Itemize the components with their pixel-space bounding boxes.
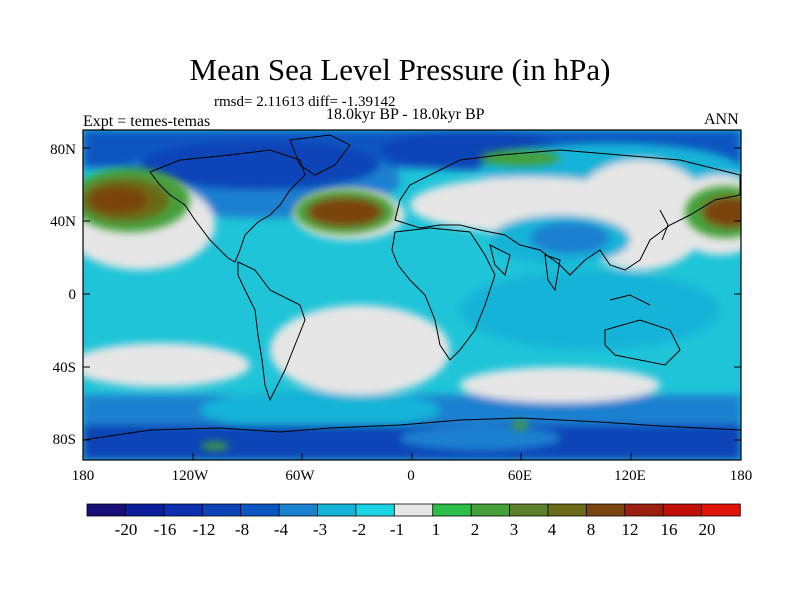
tibet-blue	[530, 222, 610, 254]
axis-ticks	[82, 147, 742, 460]
pressure-field	[83, 130, 741, 460]
s-atlantic-neutral	[270, 305, 450, 395]
colorbar-label: -16	[153, 520, 177, 539]
antarctic-mid	[400, 426, 560, 450]
lon-label: 120W	[171, 468, 209, 484]
colorbar-label: -12	[192, 520, 216, 539]
map-title: Mean Sea Level Pressure (in hPa)	[189, 52, 611, 87]
lon-label: 180	[71, 468, 95, 484]
lat-label: 80N	[50, 142, 76, 158]
antarctic-green-2	[201, 442, 229, 450]
colorbar-swatch	[432, 503, 472, 517]
colorbar-swatch	[86, 503, 127, 517]
east-pacific-high-core	[702, 196, 741, 228]
lat-label: 80S	[52, 432, 76, 448]
s-atlantic-cyan	[200, 390, 440, 430]
lon-label: 60W	[285, 468, 315, 484]
colorbar-label: 16	[660, 520, 678, 539]
colorbar-label: -2	[351, 520, 367, 539]
colorbar-swatch	[701, 503, 741, 517]
colorbar-label: -4	[273, 520, 289, 539]
stats-text: rmsd= 2.11613 diff= -1.39142	[214, 94, 396, 110]
lat-label: 40S	[52, 360, 76, 376]
coastlines	[83, 134, 741, 441]
season-label: ANN	[704, 111, 739, 128]
colorbar-label: -3	[312, 520, 328, 539]
period-text: 18.0kyr BP - 18.0kyr BP	[326, 106, 485, 123]
s-indian-neutral	[460, 367, 660, 403]
colorbar-label: -8	[234, 520, 250, 539]
experiment-label: Expt = temes-temas	[83, 113, 211, 130]
colorbar	[86, 503, 741, 517]
colorbar-swatch	[470, 503, 511, 517]
colorbar-swatch	[393, 503, 434, 517]
lat-label: 0	[68, 287, 77, 303]
arctic-green	[480, 150, 560, 166]
colorbar-label: 2	[470, 520, 480, 539]
colorbar-swatch	[317, 503, 357, 517]
colorbar-swatch	[662, 503, 703, 517]
atlantic-high-core	[307, 197, 383, 227]
lon-label: 120E	[614, 468, 646, 484]
colorbar-swatch	[547, 503, 588, 517]
canada-deep	[140, 140, 380, 190]
colorbar-swatch	[125, 503, 165, 517]
colorbar-label: 3	[509, 520, 519, 539]
colorbar-label: -20	[114, 520, 138, 539]
colorbar-label: 8	[586, 520, 596, 539]
colorbar-swatch	[585, 503, 626, 517]
colorbar-swatch	[509, 503, 549, 517]
colorbar-label: 4	[547, 520, 557, 539]
colorbar-label: 1	[431, 520, 441, 539]
colorbar-swatch	[624, 503, 664, 517]
colorbar-label: -1	[389, 520, 405, 539]
colorbar-swatch	[355, 503, 395, 517]
s-pacific-neutral	[83, 343, 250, 387]
colorbar-label: 20	[698, 520, 716, 539]
colorbar-swatch	[240, 503, 280, 517]
lat-label: 40N	[50, 214, 76, 230]
colorbar-swatch	[278, 503, 319, 517]
colorbar-swatch	[163, 503, 203, 517]
lon-label: 180	[729, 468, 753, 484]
lon-label: 60E	[507, 468, 533, 484]
antarctic-green	[512, 420, 528, 430]
colorbar-label: 12	[621, 520, 639, 539]
pacific-high-core	[88, 186, 148, 214]
colorbar-swatch	[201, 503, 242, 517]
lon-label: 0	[407, 468, 415, 484]
indo-cyan	[460, 270, 720, 350]
